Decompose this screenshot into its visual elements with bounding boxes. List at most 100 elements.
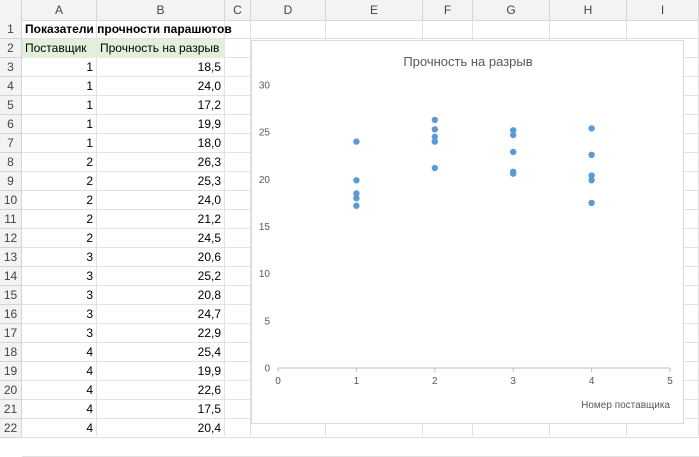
supplier-cell[interactable]: 4 <box>86 421 93 435</box>
data-point[interactable] <box>588 172 595 179</box>
data-point[interactable] <box>510 131 517 139</box>
row-header-7[interactable]: 7 <box>0 134 22 153</box>
row-header-13[interactable]: 13 <box>0 248 22 267</box>
row-header-6[interactable]: 6 <box>0 115 22 134</box>
column-header-e[interactable]: E <box>326 0 423 20</box>
column-header-f[interactable]: F <box>423 0 473 20</box>
row-header-8[interactable]: 8 <box>0 153 22 172</box>
strength-cell[interactable]: 19,9 <box>197 117 221 131</box>
header-strength-cell[interactable]: Прочность на разрыв <box>97 39 225 58</box>
row-header-22[interactable]: 22 <box>0 419 22 438</box>
data-point[interactable] <box>431 126 438 133</box>
data-point[interactable] <box>588 151 595 159</box>
data-point[interactable] <box>353 190 360 197</box>
supplier-cell[interactable]: 4 <box>86 364 93 378</box>
row-header-15[interactable]: 15 <box>0 286 22 305</box>
row-header-1[interactable]: 1 <box>0 20 22 39</box>
data-point[interactable] <box>510 148 517 156</box>
supplier-cell[interactable]: 2 <box>86 212 93 226</box>
supplier-cell[interactable]: 4 <box>86 383 93 397</box>
strength-cell[interactable]: 18,0 <box>197 136 221 150</box>
strength-cell[interactable]: 24,7 <box>197 307 221 321</box>
row-header-20[interactable]: 20 <box>0 381 22 400</box>
data-point[interactable] <box>431 116 438 124</box>
column-header-c[interactable]: C <box>225 0 251 20</box>
strength-cell[interactable]: 24,0 <box>197 193 221 207</box>
row-header-21[interactable]: 21 <box>0 400 22 419</box>
supplier-cell[interactable]: 3 <box>86 250 93 264</box>
column-header-d[interactable]: D <box>251 0 326 20</box>
data-point[interactable] <box>510 127 517 134</box>
x-tick-label: 0 <box>275 376 281 387</box>
strength-cell[interactable]: 24,0 <box>197 79 221 93</box>
row-header-9[interactable]: 9 <box>0 172 22 191</box>
strength-cell[interactable]: 19,9 <box>197 364 221 378</box>
data-point[interactable] <box>431 133 438 141</box>
row-header-16[interactable]: 16 <box>0 305 22 324</box>
row-header-14[interactable]: 14 <box>0 267 22 286</box>
supplier-cell[interactable]: 1 <box>86 98 93 112</box>
column-header-a[interactable]: A <box>22 0 97 20</box>
supplier-cell[interactable]: 2 <box>86 155 93 169</box>
select-all-corner[interactable] <box>0 0 22 20</box>
supplier-cell[interactable]: 3 <box>86 269 93 283</box>
y-tick-label: 5 <box>264 316 270 327</box>
row-header-5[interactable]: 5 <box>0 96 22 115</box>
column-header-b[interactable]: B <box>97 0 225 20</box>
strength-cell[interactable]: 25,2 <box>197 269 221 283</box>
data-point[interactable] <box>353 138 360 145</box>
strength-cell[interactable]: 20,4 <box>197 421 221 435</box>
supplier-cell[interactable]: 2 <box>86 231 93 245</box>
supplier-cell[interactable]: 3 <box>86 307 93 321</box>
data-point[interactable] <box>353 177 360 184</box>
x-axis-label: Номер поставщика <box>581 400 670 411</box>
row-header-4[interactable]: 4 <box>0 77 22 96</box>
data-point[interactable] <box>353 195 360 202</box>
strength-cell[interactable]: 22,6 <box>197 383 221 397</box>
strength-cell[interactable]: 21,2 <box>197 212 221 226</box>
supplier-cell[interactable]: 2 <box>86 193 93 207</box>
row-header-11[interactable]: 11 <box>0 210 22 229</box>
table-title-cell[interactable]: Показатели прочности парашютов <box>25 22 232 36</box>
strength-cell[interactable]: 17,5 <box>197 402 221 416</box>
scatter-chart[interactable]: Прочность на разрыв Номер поставщика 0 1 2… <box>251 40 684 424</box>
strength-cell[interactable]: 20,8 <box>197 288 221 302</box>
row-header-3[interactable]: 3 <box>0 58 22 77</box>
supplier-cell[interactable]: 1 <box>86 117 93 131</box>
column-header-i[interactable]: I <box>627 0 699 20</box>
row-header-10[interactable]: 10 <box>0 191 22 210</box>
supplier-cell[interactable]: 3 <box>86 326 93 340</box>
data-point[interactable] <box>431 138 438 145</box>
strength-cell[interactable]: 22,9 <box>197 326 221 340</box>
data-point[interactable] <box>588 199 595 207</box>
row-header-19[interactable]: 19 <box>0 362 22 381</box>
strength-cell[interactable]: 25,4 <box>197 345 221 359</box>
column-header-h[interactable]: H <box>550 0 627 20</box>
supplier-cell[interactable]: 4 <box>86 345 93 359</box>
supplier-cell[interactable]: 2 <box>86 174 93 188</box>
strength-cell[interactable]: 25,3 <box>197 174 221 188</box>
data-point[interactable] <box>353 202 360 209</box>
data-point[interactable] <box>588 125 595 132</box>
supplier-cell[interactable]: 3 <box>86 288 93 302</box>
row-header-12[interactable]: 12 <box>0 229 22 248</box>
y-tick-label: 15 <box>259 222 271 233</box>
supplier-cell[interactable]: 1 <box>86 79 93 93</box>
data-point[interactable] <box>510 168 517 175</box>
row-header-18[interactable]: 18 <box>0 343 22 362</box>
data-point[interactable] <box>431 164 438 172</box>
column-header-g[interactable]: G <box>473 0 550 20</box>
strength-cell[interactable]: 18,5 <box>197 60 221 74</box>
strength-cell[interactable]: 26,3 <box>197 155 221 169</box>
supplier-cell[interactable]: 4 <box>86 402 93 416</box>
strength-cell[interactable]: 17,2 <box>197 98 221 112</box>
supplier-cell[interactable]: 1 <box>86 60 93 74</box>
header-supplier-cell[interactable]: Поставщик <box>22 39 97 58</box>
row-header-2[interactable]: 2 <box>0 39 22 58</box>
supplier-cell[interactable]: 1 <box>86 136 93 150</box>
strength-cell[interactable]: 20,6 <box>197 250 221 264</box>
strength-cell[interactable]: 24,5 <box>197 231 221 245</box>
y-tick-label: 10 <box>259 269 271 280</box>
data-point[interactable] <box>588 177 595 184</box>
row-header-17[interactable]: 17 <box>0 324 22 343</box>
